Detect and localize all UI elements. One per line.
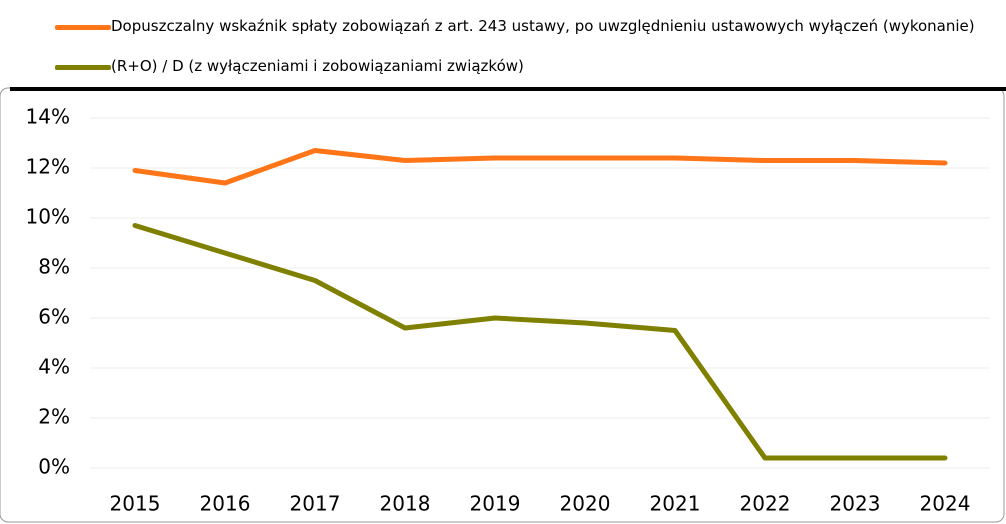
y-tick-label: 6% xyxy=(38,305,70,329)
y-tick-label: 12% xyxy=(26,155,70,179)
y-tick-label: 8% xyxy=(38,255,70,279)
y-tick-label: 4% xyxy=(38,355,70,379)
legend-entry: Dopuszczalny wskaźnik spłaty zobowiązań … xyxy=(55,18,991,35)
x-tick-label: 2024 xyxy=(920,492,971,516)
legend-entry: (R+O) / D (z wyłączeniami i zobowiązania… xyxy=(55,58,991,75)
x-tick-label: 2018 xyxy=(380,492,431,516)
legend-swatch xyxy=(55,25,111,30)
x-tick-label: 2021 xyxy=(650,492,701,516)
legend-swatch xyxy=(55,65,111,70)
x-tick-label: 2015 xyxy=(110,492,161,516)
legend-label: Dopuszczalny wskaźnik spłaty zobowiązań … xyxy=(111,17,975,35)
y-tick-label: 0% xyxy=(38,455,70,479)
y-tick-label: 14% xyxy=(26,105,70,129)
x-tick-label: 2022 xyxy=(740,492,791,516)
x-tick-label: 2016 xyxy=(200,492,251,516)
x-tick-label: 2023 xyxy=(830,492,881,516)
x-tick-label: 2020 xyxy=(560,492,611,516)
series-line xyxy=(132,148,948,186)
x-tick-label: 2017 xyxy=(290,492,341,516)
legend-label: (R+O) / D (z wyłączeniami i zobowiązania… xyxy=(111,57,524,75)
x-tick-label: 2019 xyxy=(470,492,521,516)
series-line xyxy=(132,223,948,461)
y-tick-label: 2% xyxy=(38,405,70,429)
y-tick-label: 10% xyxy=(26,205,70,229)
